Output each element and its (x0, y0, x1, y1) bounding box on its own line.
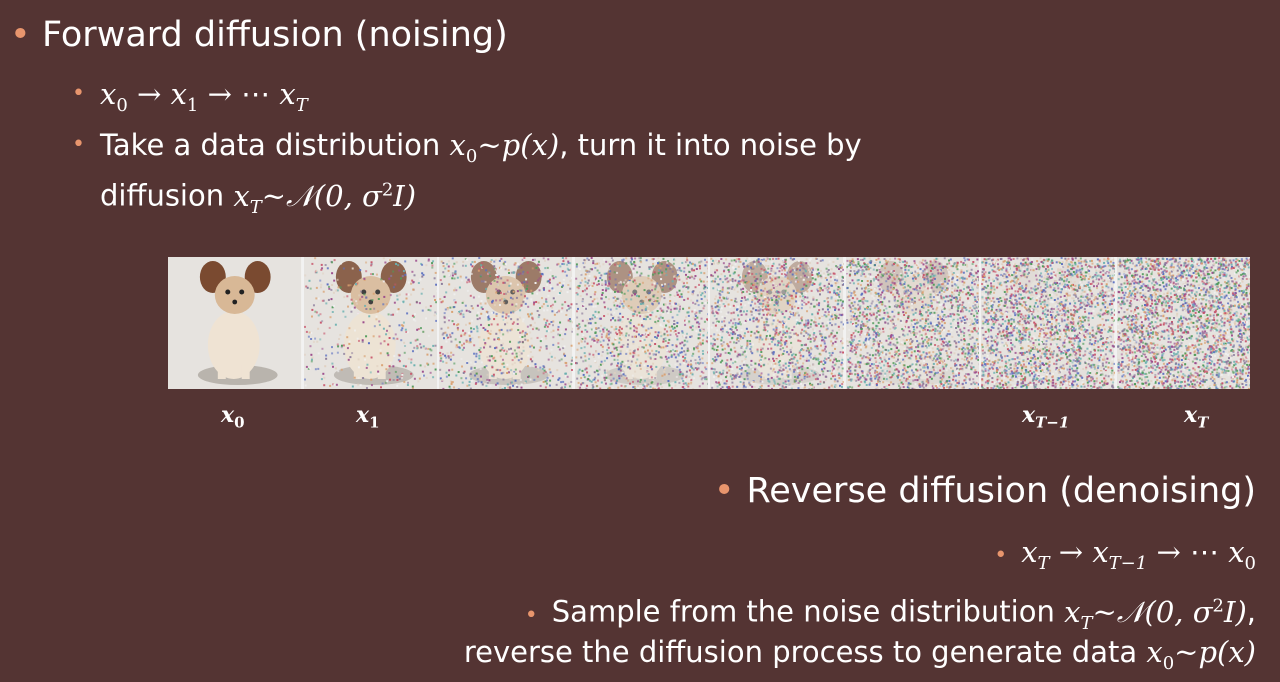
reverse-desc-line2: reverse the diffusion process to generat… (464, 634, 1256, 682)
diffusion-frame-5 (846, 257, 982, 389)
label-xT: xT (1184, 402, 1208, 431)
diffusion-frame-6 (981, 257, 1117, 389)
forward-desc-line1: Take a data distribution x0~p(x), turn i… (100, 127, 862, 175)
reverse-chain: •xT → xT−1 → ⋯ x0 (994, 534, 1256, 582)
label-xT-1: xT−1 (1022, 402, 1069, 431)
forward-diffusion-title: Forward diffusion (noising) (42, 14, 508, 56)
diffusion-frame-0 (168, 257, 304, 389)
label-x0: x0 (221, 402, 245, 431)
bullet-reverse: • (714, 471, 735, 511)
reverse-diffusion-title: Reverse diffusion (denoising) (747, 471, 1256, 511)
diffusion-frame-1 (304, 257, 440, 389)
forward-desc-line2: diffusion xT~𝒩(0, σ2I) (100, 172, 416, 225)
bullet-forward-chain: • (72, 76, 85, 112)
diffusion-image-strip (168, 257, 1250, 389)
forward-chain: x0 → x1 → ⋯ xT (100, 76, 308, 124)
reverse-diffusion-heading: • Reverse diffusion (denoising) (714, 470, 1256, 512)
diffusion-frame-3 (575, 257, 711, 389)
diffusion-frame-7 (1117, 257, 1251, 389)
diffusion-frame-4 (710, 257, 846, 389)
label-x1: x1 (356, 402, 380, 431)
diffusion-frame-2 (439, 257, 575, 389)
bullet-forward: • (10, 14, 31, 56)
bullet-forward-desc: • (72, 127, 85, 163)
